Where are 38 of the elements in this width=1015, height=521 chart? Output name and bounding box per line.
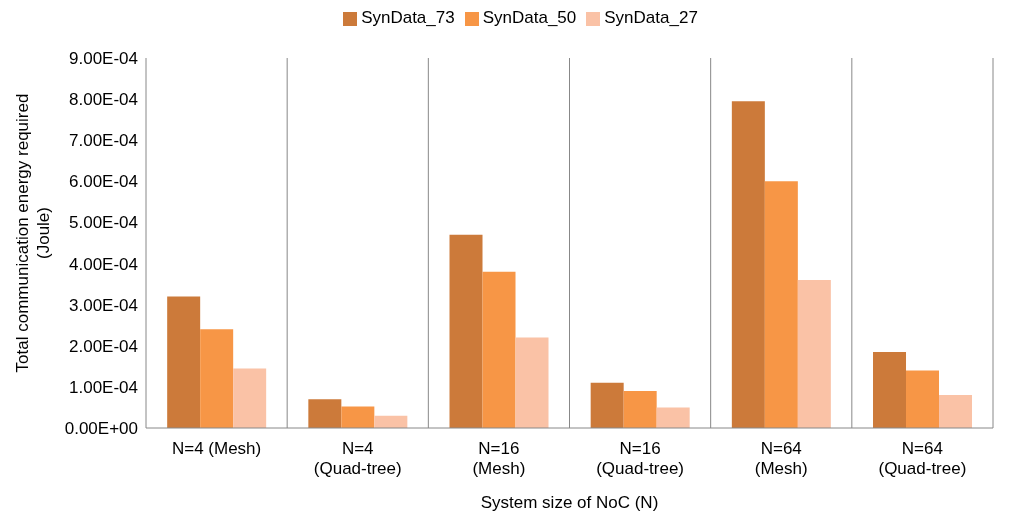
y-tick-label: 7.00E-04 [69, 131, 138, 151]
y-tick-label: 8.00E-04 [69, 90, 138, 110]
bar [939, 395, 973, 428]
y-tick-label: 3.00E-04 [69, 295, 138, 315]
bar [656, 407, 690, 428]
y-tick-label: 4.00E-04 [69, 254, 138, 274]
y-axis-title: Total communication energy required (Joule) [13, 93, 53, 373]
legend-label: SynData_73 [361, 8, 455, 27]
y-tick-label: 1.00E-04 [69, 377, 138, 397]
y-tick-label: 5.00E-04 [69, 213, 138, 233]
x-axis-title: System size of NoC (N) [480, 493, 659, 512]
bar [515, 337, 549, 428]
bar [590, 382, 624, 428]
bar [200, 329, 234, 428]
y-tick-label: 0.00E+00 [64, 419, 138, 439]
bar [797, 280, 831, 428]
bar [764, 181, 798, 428]
bar [167, 296, 201, 428]
y-tick-label: 9.00E-04 [69, 49, 138, 69]
x-tick-label: N=4 (Mesh) [171, 439, 262, 458]
legend-label: SynData_50 [482, 8, 577, 27]
legend-label: SynData_27 [604, 8, 698, 27]
y-tick-label: 2.00E-04 [69, 336, 138, 356]
bar [341, 406, 375, 428]
bar [623, 391, 657, 428]
bar [233, 368, 267, 428]
x-tick-label: N=16 (Mesh) [472, 439, 526, 478]
x-tick-label: N=4 (Quad-tree) [313, 439, 402, 478]
x-tick-label: N=64 (Quad-tree) [878, 439, 967, 478]
x-tick-label: N=64 (Mesh) [754, 439, 808, 478]
x-tick-label: N=16 (Quad-tree) [596, 439, 685, 478]
bar [731, 101, 765, 428]
bar [482, 271, 516, 428]
y-tick-label: 6.00E-04 [69, 172, 138, 192]
bar [906, 370, 940, 428]
bar [873, 351, 907, 428]
bar [449, 234, 483, 428]
bar [308, 399, 342, 428]
